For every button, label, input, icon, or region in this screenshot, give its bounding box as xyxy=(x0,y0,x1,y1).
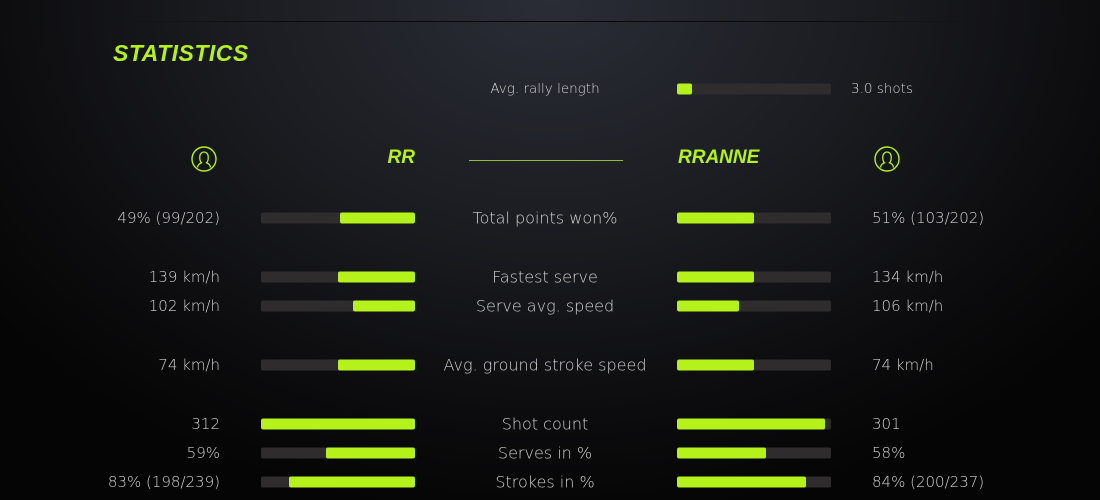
stat-left-value: 312 xyxy=(191,415,220,433)
stat-left-value: 139 km/h xyxy=(148,268,220,286)
player-left-name: RR xyxy=(387,147,415,168)
stat-right-value: 134 km/h xyxy=(872,268,944,286)
stat-right-bar-fill xyxy=(677,300,739,312)
stat-left-bar xyxy=(261,359,415,371)
rally-bar xyxy=(677,83,831,95)
stat-right-bar xyxy=(677,271,831,283)
stat-left-bar xyxy=(261,476,415,488)
stat-right-bar-fill xyxy=(677,418,825,430)
stat-right-bar-fill xyxy=(677,359,754,371)
stat-right-value: 58% xyxy=(872,444,906,462)
stat-left-bar xyxy=(261,212,415,224)
stat-right-bar-fill xyxy=(677,476,807,488)
stat-label: Strokes in % xyxy=(495,472,595,492)
stat-right-bar xyxy=(677,418,831,430)
stat-label: Total points won% xyxy=(472,208,618,228)
stat-right-bar xyxy=(677,447,831,459)
stat-left-bar xyxy=(261,447,415,459)
stat-left-value: 74 km/h xyxy=(158,356,220,374)
stat-left-bar xyxy=(261,271,415,283)
stat-label: Avg. ground stroke speed xyxy=(443,355,647,375)
stat-right-value: 106 km/h xyxy=(872,297,944,315)
stat-left-bar-fill xyxy=(339,212,415,224)
stat-left-bar-fill xyxy=(353,300,415,312)
stat-right-bar-fill xyxy=(677,447,767,459)
stat-right-value: 84% (200/237) xyxy=(872,473,985,491)
stat-left-bar-fill xyxy=(338,359,415,371)
stat-left-bar-fill xyxy=(261,418,415,430)
top-divider xyxy=(110,21,990,22)
stat-right-bar xyxy=(677,476,831,488)
rally-value: 3.0 shots xyxy=(851,81,913,97)
stat-right-bar xyxy=(677,212,831,224)
rally-label: Avg. rally length xyxy=(490,81,600,97)
stat-right-value: 51% (103/202) xyxy=(872,209,985,227)
user-icon xyxy=(191,146,217,172)
page-title: STATISTICS xyxy=(113,40,249,66)
stat-label: Serve avg. speed xyxy=(475,296,615,316)
rally-bar-fill xyxy=(677,83,693,95)
stat-right-bar-fill xyxy=(677,212,754,224)
stat-left-value: 59% xyxy=(186,444,220,462)
stat-right-value: 74 km/h xyxy=(872,356,934,374)
stat-label: Shot count xyxy=(501,414,589,434)
stat-label: Fastest serve xyxy=(492,267,598,287)
header-divider xyxy=(469,160,623,161)
stat-left-value: 102 km/h xyxy=(148,297,220,315)
player-right-name: RRANNE xyxy=(678,147,760,168)
stat-right-bar-fill xyxy=(677,271,754,283)
stat-left-bar xyxy=(261,418,415,430)
stat-label: Serves in % xyxy=(497,443,593,463)
stat-right-value: 301 xyxy=(872,415,901,433)
stat-left-bar xyxy=(261,300,415,312)
stat-left-bar-fill xyxy=(325,447,415,459)
stat-left-value: 49% (99/202) xyxy=(117,209,220,227)
stat-left-bar-fill xyxy=(338,271,415,283)
stat-right-bar xyxy=(677,300,831,312)
user-icon xyxy=(874,146,900,172)
stat-right-bar xyxy=(677,359,831,371)
stat-left-value: 83% (198/239) xyxy=(107,473,220,491)
stat-left-bar-fill xyxy=(288,476,415,488)
